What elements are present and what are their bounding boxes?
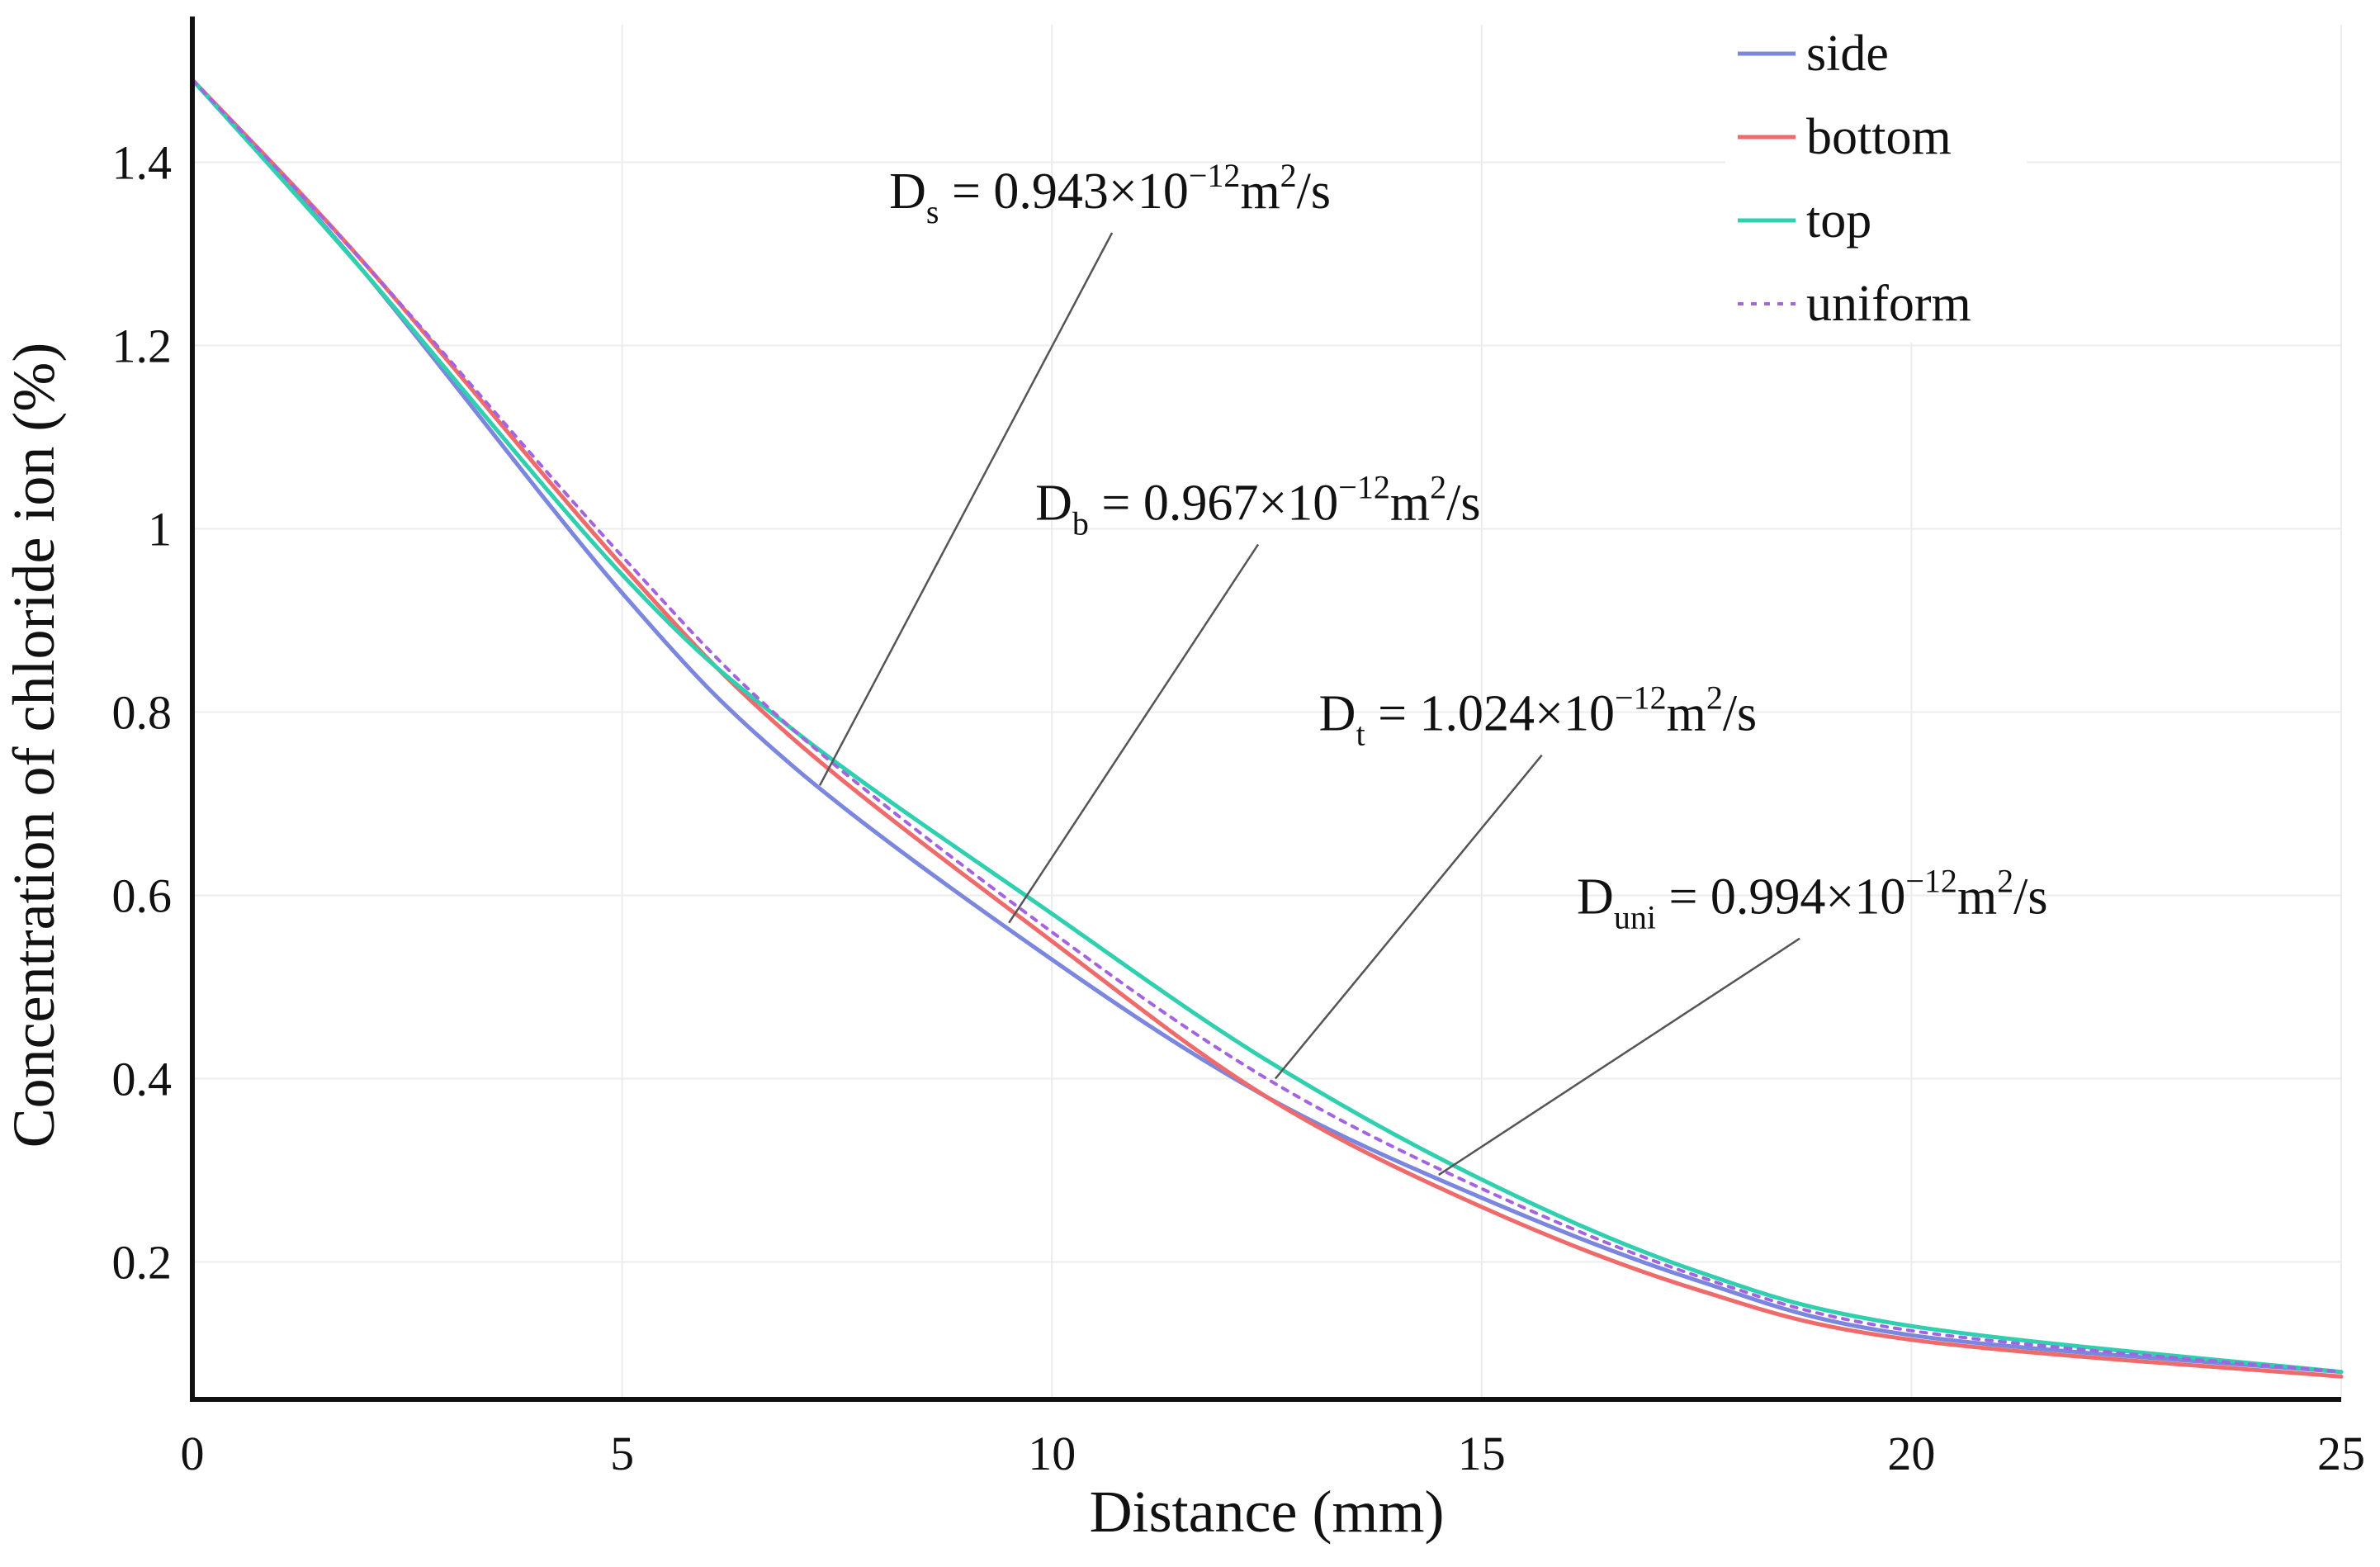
y-tick-label: 0.6 [112, 869, 173, 923]
legend-label-bottom: bottom [1806, 109, 1952, 165]
x-axis-title: Distance (mm) [1090, 1479, 1445, 1545]
y-tick-label: 1.4 [112, 136, 173, 190]
legend-box [1725, 17, 2027, 343]
annotation-d-b: Db = 0.967×10−12m2/s [1035, 468, 1480, 542]
annotation-d-t: Dt = 1.024×10−12m2/s [1319, 679, 1758, 753]
y-tick-label: 0.8 [112, 686, 173, 740]
y-tick-label: 1.2 [112, 320, 173, 373]
series-group [190, 78, 2344, 1379]
annotation-leader-line [1008, 543, 1260, 924]
x-tick-label: 25 [2317, 1427, 2365, 1480]
annotation-d-s: Ds = 0.943×10−12m2/s [889, 157, 1331, 230]
axes [190, 17, 2341, 1402]
tick-labels: 0 5 10 15 20 25 0.2 0.4 0.6 0.8 1 1.2 1.4 [112, 136, 2366, 1481]
series-line-side [190, 78, 2344, 1375]
legend-label-top: top [1806, 192, 1871, 249]
y-tick-label: 0.2 [112, 1236, 173, 1290]
series-line-bottom [190, 78, 2344, 1379]
legend-label-side: side [1806, 26, 1889, 82]
annotation-d-uni: Duni = 0.994×10−12m2/s [1577, 863, 2048, 936]
annotations: Ds = 0.943×10−12m2/s Db = 0.967×10−12m2/s… [818, 157, 2048, 1176]
x-tick-label: 15 [1458, 1427, 1506, 1480]
x-tick-label: 10 [1028, 1427, 1076, 1480]
y-tick-label: 0.4 [112, 1053, 173, 1106]
series-line-top [190, 78, 2344, 1375]
legend-label-uniform: uniform [1806, 276, 1971, 332]
annotation-leader-line [818, 232, 1114, 786]
x-tick-label: 20 [1887, 1427, 1935, 1480]
x-tick-label: 5 [610, 1427, 634, 1480]
series-line-uniform [191, 78, 2343, 1374]
x-tick-label: 0 [181, 1427, 205, 1480]
annotation-leader-line [1274, 754, 1543, 1080]
y-tick-label: 1 [148, 503, 172, 556]
grid [192, 25, 2342, 1399]
legend: side bottom top uniform [1725, 17, 2027, 343]
annotation-leader-line [1438, 937, 1800, 1176]
y-axis-title: Concentration of chloride ion (%) [1, 343, 67, 1148]
